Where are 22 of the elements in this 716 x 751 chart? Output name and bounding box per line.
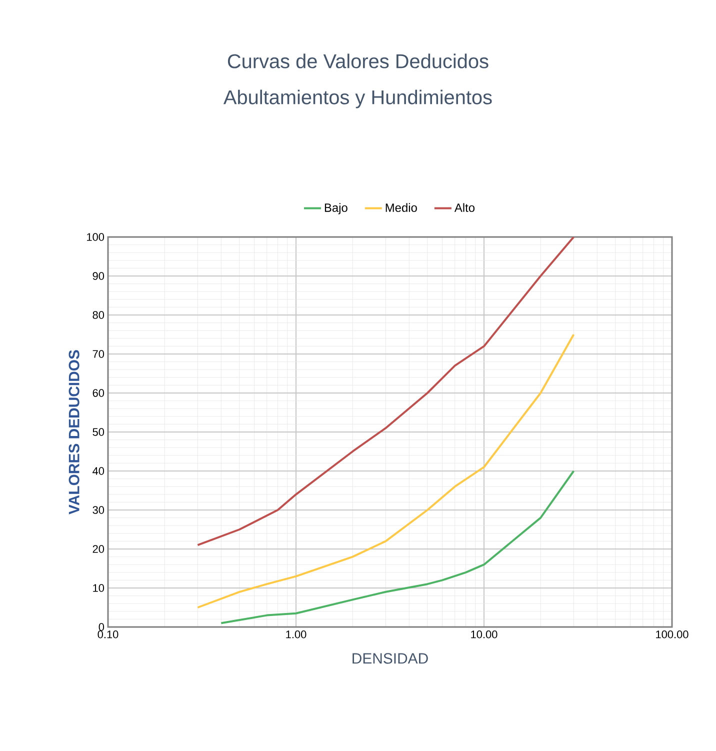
x-tick-label: 1.00 — [286, 630, 306, 638]
x-axis-title: DENSIDAD — [352, 653, 428, 664]
y-axis-title: VALORES DEDUCIDOS — [68, 350, 80, 514]
chart-subtitle: Abultamientos y Hundimientos — [223, 90, 492, 108]
legend-label: Alto — [454, 203, 475, 212]
x-tick-label: 0.10 — [98, 630, 118, 638]
chart-title: Curvas de Valores Deducidos — [228, 54, 488, 68]
y-tick-label: 40 — [92, 467, 104, 475]
y-tick-label: 80 — [92, 311, 104, 319]
y-tick-label: 100 — [87, 233, 104, 241]
legend-label: Medio — [386, 203, 417, 212]
y-tick-label: 30 — [92, 506, 104, 514]
y-tick-label: 50 — [92, 428, 104, 436]
y-tick-label: 0 — [98, 623, 104, 631]
x-tick-label: 10.00 — [471, 630, 498, 638]
y-tick-label: 60 — [92, 389, 104, 397]
x-tick-label: 100.00 — [656, 630, 688, 638]
y-tick-label: 10 — [93, 584, 104, 592]
y-tick-label: 90 — [92, 272, 104, 280]
legend-label: Bajo — [324, 203, 348, 214]
y-tick-label: 70 — [92, 350, 104, 358]
y-tick-label: 20 — [92, 545, 104, 553]
